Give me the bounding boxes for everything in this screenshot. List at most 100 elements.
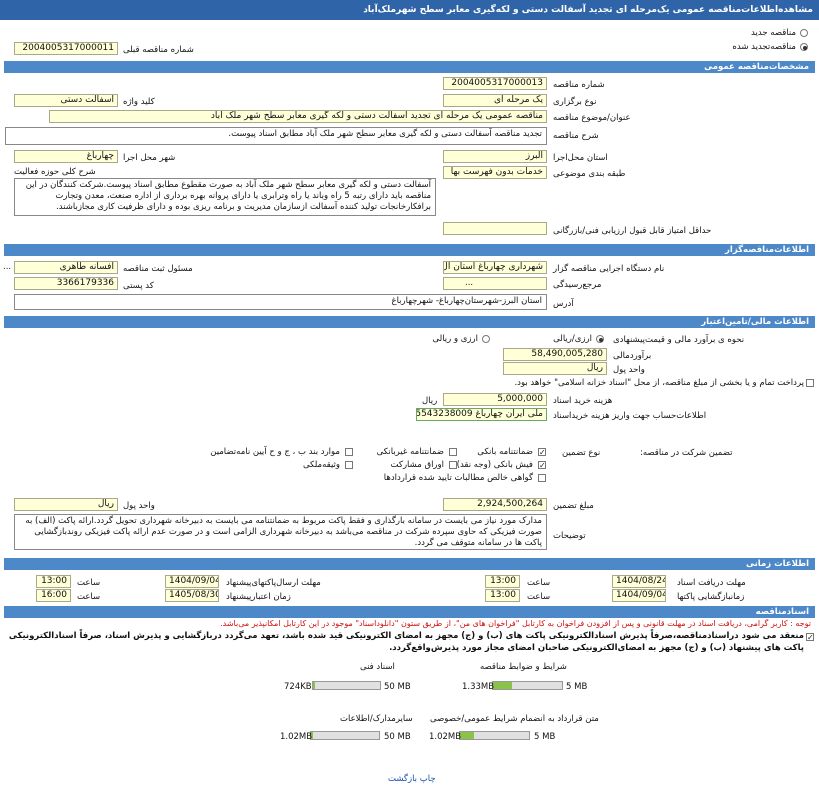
field: چهارباغ <box>14 150 118 163</box>
file-label: شرایط و ضوابط مناقصه <box>480 662 567 672</box>
label: نام دستگاه اجرایی مناقصه گزار <box>553 264 665 274</box>
radio[interactable] <box>596 335 604 343</box>
label: زمانبازگشایی پاکتها <box>677 592 745 602</box>
label: واحد پول <box>123 501 155 511</box>
field: 2,924,500,264 <box>443 498 547 511</box>
label: زمان اعتبارپیشنهاد <box>226 592 291 602</box>
field: البرز <box>443 150 547 163</box>
upload-bar <box>492 681 563 690</box>
field <box>443 277 547 290</box>
label: ارزی/ریالی <box>553 334 592 344</box>
label: مناقصه جدید <box>751 28 796 38</box>
label: برآوردمالی <box>613 351 652 361</box>
label: عنوان/موضوع مناقصه <box>553 113 631 123</box>
label: شرح مناقصه <box>553 131 599 141</box>
field: 2004005317000013 <box>443 77 547 90</box>
file-size: 724KB <box>284 682 312 692</box>
label: پرداخت تمام و یا بخشی از مبلغ مناقصه، از… <box>514 378 804 388</box>
section-header: اطلاعات زمانی <box>4 558 815 570</box>
label: تضمین شرکت در مناقصه: <box>640 448 733 458</box>
label: ضمانتنامه غیربانکی <box>376 447 444 457</box>
label: ساعت <box>527 592 551 602</box>
label: شهر محل اجرا <box>123 153 176 163</box>
lookup-button[interactable]: ... <box>465 278 474 288</box>
label: اوراق مشارکت <box>390 460 444 470</box>
radio-renewed[interactable] <box>800 43 808 51</box>
radio[interactable] <box>482 335 490 343</box>
field: 16:00 <box>36 589 71 602</box>
label: آدرس <box>553 299 574 309</box>
checkbox[interactable] <box>538 461 546 469</box>
upload-bar <box>312 681 381 690</box>
label: ساعت <box>527 578 551 588</box>
lookup-button[interactable]: ... <box>3 262 12 272</box>
commitment: منعقد می شود دراسنادمناقصه،صرفاً پذیرش ا… <box>8 631 804 653</box>
label: ضمانتنامه بانکی <box>477 447 533 457</box>
field: 1404/09/04 <box>612 589 666 602</box>
file-max: 50 MB <box>384 732 411 742</box>
section-header: مشخصات‌مناقصه عمومی <box>4 61 815 73</box>
label: استان محل‌اجرا <box>553 153 608 163</box>
checkbox[interactable] <box>538 474 546 482</box>
label: وثیقه‌ملکی <box>302 460 340 470</box>
label: طبقه بندی موضوعی <box>553 169 626 179</box>
upload-bar <box>459 731 530 740</box>
field: 1404/08/24 <box>612 575 666 588</box>
back-link[interactable]: بازگشت <box>388 774 418 784</box>
label: ساعت <box>77 592 101 602</box>
field: 1405/08/30 <box>165 589 219 602</box>
checkbox[interactable] <box>449 448 457 456</box>
text-box: مدارک مورد نیاز می بایست در سامانه بارگذ… <box>14 514 547 550</box>
field: افسانه طاهری <box>14 261 118 274</box>
section-header: اسنادمناقصه <box>4 606 815 618</box>
checkbox[interactable] <box>345 461 353 469</box>
field: 58,490,005,280 <box>503 348 607 361</box>
label: واحد پول <box>613 365 645 375</box>
label: نوع برگزاری <box>553 97 597 107</box>
notice: توجه : کاربر گرامی، دریافت اسناد در مهلت… <box>220 619 811 628</box>
label: هزینه خرید اسناد <box>553 396 613 406</box>
field: آسفالت دستی <box>14 94 118 107</box>
label: ریال <box>422 396 438 406</box>
label: شماره مناقصه قبلی <box>123 45 194 55</box>
file-size: 1.02MB <box>429 732 462 742</box>
radio-new[interactable] <box>800 29 808 37</box>
footer-links: چاپ بازگشت <box>388 773 436 785</box>
file-max: 50 MB <box>384 682 411 692</box>
label: شماره مناقصه <box>553 80 605 90</box>
file-label: اسناد فنی <box>360 662 395 672</box>
label: حداقل امتیاز قابل قبول ارزیابی فنی/بازرگ… <box>553 226 712 236</box>
label: کلید واژه <box>123 97 155 107</box>
file-max: 5 MB <box>566 682 588 692</box>
label: موارد بند ب ، ج و ح آیین نامه‌تضامین <box>210 447 340 457</box>
field: 2004005317000011 <box>14 42 118 55</box>
field: 13:00 <box>485 589 520 602</box>
field: 13:00 <box>485 575 520 588</box>
label: مهلت دریافت اسناد <box>677 578 746 588</box>
label: ساعت <box>77 578 101 588</box>
field: 3366179336 <box>14 277 118 290</box>
page-title: مشاهده‌اطلاعات‌مناقصه عمومی یک‌مرحله ای … <box>0 0 819 20</box>
field: خدمات بدون فهرست بها <box>443 166 547 179</box>
text-box: استان البرز-شهرستان‌چهارباغ- شهرچهارباغ <box>14 294 547 310</box>
file-label: متن قرارداد به انضمام شرایط عمومی/خصوصی <box>430 714 599 724</box>
label: مبلغ تضمین <box>553 501 594 511</box>
file-max: 5 MB <box>534 732 556 742</box>
field: 13:00 <box>36 575 71 588</box>
label: توضیحات <box>553 531 586 541</box>
checkbox[interactable] <box>806 379 814 387</box>
section-header: اطلاعات‌مناقصه‌گزار <box>4 244 815 256</box>
checkbox[interactable] <box>806 633 814 641</box>
checkbox[interactable] <box>449 461 457 469</box>
label: مرجع‌رسیدگی <box>553 280 602 290</box>
label: فیش بانکی (وجه نقد) <box>456 460 533 470</box>
field: 1404/09/04 <box>165 575 219 588</box>
label: مهلت ارسال‌پاکتهای‌پیشنهاد <box>226 578 321 588</box>
print-link[interactable]: چاپ <box>419 774 436 784</box>
checkbox[interactable] <box>538 448 546 456</box>
checkbox[interactable] <box>345 448 353 456</box>
label: نحوه ی برآورد مالی و قیمت‌پیشنهادی <box>613 335 745 345</box>
label: ارزی و ریالی <box>432 334 478 344</box>
file-label: سایرمدارک/اطلاعات <box>340 714 413 724</box>
